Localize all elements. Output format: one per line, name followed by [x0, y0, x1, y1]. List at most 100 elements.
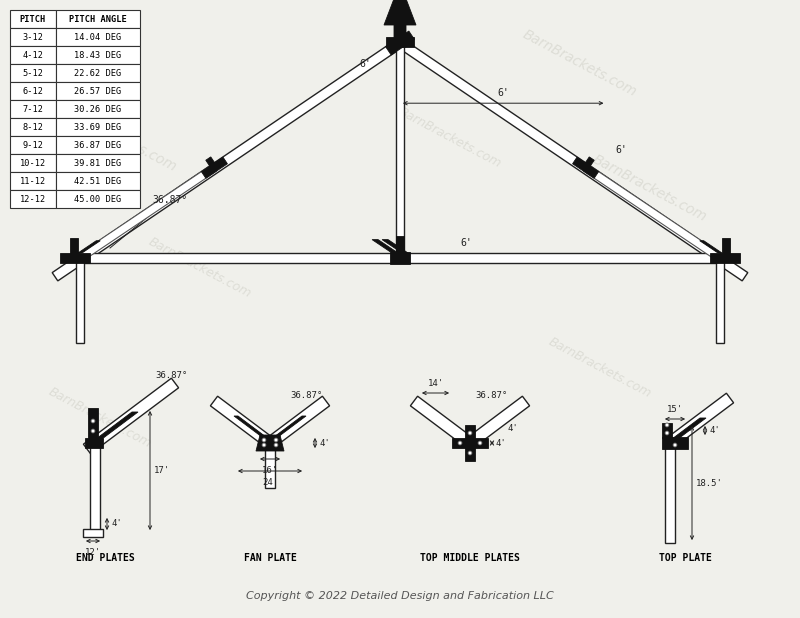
Bar — [56, 154, 140, 172]
Bar — [10, 100, 56, 118]
Bar — [56, 136, 140, 154]
Text: TOP MIDDLE PLATES: TOP MIDDLE PLATES — [420, 553, 520, 563]
Polygon shape — [662, 437, 688, 449]
Text: 16': 16' — [262, 466, 278, 475]
Bar — [10, 46, 56, 64]
Polygon shape — [452, 438, 488, 448]
Text: 14.04 DEG: 14.04 DEG — [74, 33, 122, 41]
Circle shape — [665, 431, 669, 435]
Polygon shape — [700, 241, 722, 253]
Polygon shape — [666, 393, 734, 448]
Bar — [56, 64, 140, 82]
Text: 4': 4' — [508, 424, 518, 433]
Bar — [56, 46, 140, 64]
Bar — [56, 118, 140, 136]
Circle shape — [665, 423, 669, 427]
Text: 12-12: 12-12 — [20, 195, 46, 203]
Bar — [10, 10, 56, 28]
Polygon shape — [88, 408, 98, 438]
Text: 26.57 DEG: 26.57 DEG — [74, 87, 122, 96]
Polygon shape — [60, 253, 90, 263]
Circle shape — [262, 443, 266, 447]
Polygon shape — [83, 378, 178, 454]
Text: 5-12: 5-12 — [22, 69, 43, 77]
Text: 3-12: 3-12 — [22, 33, 43, 41]
Text: 6': 6' — [616, 145, 627, 154]
Bar — [56, 82, 140, 100]
Text: 11-12: 11-12 — [20, 177, 46, 185]
Text: BarnBrackets.com: BarnBrackets.com — [146, 235, 254, 300]
Text: 4': 4' — [709, 426, 720, 435]
Text: 36.87 DEG: 36.87 DEG — [74, 140, 122, 150]
Polygon shape — [397, 39, 748, 281]
Polygon shape — [672, 418, 706, 439]
Polygon shape — [465, 425, 475, 438]
Circle shape — [262, 438, 266, 442]
Polygon shape — [274, 416, 306, 437]
Bar — [56, 10, 140, 28]
Circle shape — [274, 443, 278, 447]
Polygon shape — [78, 241, 100, 253]
Polygon shape — [396, 236, 404, 253]
Text: 17': 17' — [154, 466, 170, 475]
Bar — [56, 28, 140, 46]
Polygon shape — [386, 31, 414, 55]
Bar — [10, 118, 56, 136]
Polygon shape — [384, 0, 416, 47]
Text: 36.87°: 36.87° — [290, 391, 322, 400]
Polygon shape — [210, 396, 274, 448]
Polygon shape — [390, 252, 410, 264]
Circle shape — [478, 441, 482, 445]
Text: 4': 4' — [496, 439, 506, 447]
Circle shape — [468, 451, 472, 455]
Bar — [10, 64, 56, 82]
Text: 9-12: 9-12 — [22, 140, 43, 150]
Polygon shape — [266, 396, 330, 448]
Text: BarnBrackets.com: BarnBrackets.com — [396, 106, 504, 171]
Text: 12': 12' — [85, 548, 101, 557]
Polygon shape — [96, 412, 138, 439]
Polygon shape — [573, 157, 598, 178]
Bar — [10, 172, 56, 190]
Polygon shape — [90, 443, 100, 533]
Text: 10-12: 10-12 — [20, 158, 46, 167]
Polygon shape — [710, 253, 740, 263]
Text: 39.81 DEG: 39.81 DEG — [74, 158, 122, 167]
Bar — [10, 28, 56, 46]
Text: BarnBrackets.com: BarnBrackets.com — [521, 27, 639, 99]
Bar — [10, 154, 56, 172]
Polygon shape — [386, 37, 414, 47]
Polygon shape — [85, 438, 103, 448]
Circle shape — [274, 438, 278, 442]
Text: 4-12: 4-12 — [22, 51, 43, 59]
Polygon shape — [256, 435, 284, 451]
Polygon shape — [583, 164, 722, 261]
Polygon shape — [83, 529, 103, 537]
Text: FAN PLATE: FAN PLATE — [243, 553, 297, 563]
Polygon shape — [52, 39, 403, 281]
Polygon shape — [662, 423, 672, 438]
Text: 18.43 DEG: 18.43 DEG — [74, 51, 122, 59]
Polygon shape — [70, 238, 78, 254]
Bar — [10, 82, 56, 100]
Text: BarnBrackets.com: BarnBrackets.com — [46, 386, 154, 451]
Text: 6': 6' — [498, 88, 509, 98]
Polygon shape — [206, 157, 217, 169]
Text: 36.87°: 36.87° — [155, 371, 187, 380]
Text: PITCH: PITCH — [20, 14, 46, 23]
Text: BarnBrackets.com: BarnBrackets.com — [546, 336, 654, 400]
Polygon shape — [372, 240, 398, 253]
Text: 14': 14' — [427, 379, 443, 388]
Polygon shape — [265, 443, 275, 488]
Polygon shape — [382, 240, 408, 253]
Circle shape — [468, 431, 472, 435]
Bar — [10, 136, 56, 154]
Text: 7-12: 7-12 — [22, 104, 43, 114]
Polygon shape — [78, 164, 217, 261]
Polygon shape — [716, 258, 724, 343]
Text: 4': 4' — [319, 439, 330, 447]
Text: PITCH ANGLE: PITCH ANGLE — [69, 14, 127, 23]
Text: 36.87°: 36.87° — [152, 195, 188, 205]
Text: 22.62 DEG: 22.62 DEG — [74, 69, 122, 77]
Text: BarnBrackets.com: BarnBrackets.com — [61, 102, 179, 174]
